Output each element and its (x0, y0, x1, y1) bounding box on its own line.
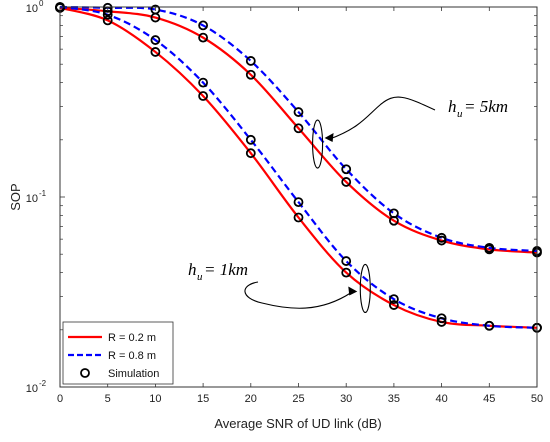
simulation-marker (245, 56, 256, 66)
y-tick-label: 10 (26, 3, 38, 15)
simulation-marker (245, 148, 256, 159)
x-tick-label: 10 (149, 393, 161, 405)
x-tick-label: 40 (435, 393, 447, 405)
y-axis-title: SOP (8, 183, 23, 210)
x-axis-title: Average SNR of UD link (dB) (214, 416, 381, 431)
simulation-marker (293, 123, 304, 134)
y-tick-exponent: 0 (39, 0, 44, 8)
annotation-label-rest: = 1km (204, 260, 248, 279)
series-line-3 (59, 5, 538, 329)
marker-layer (55, 2, 542, 333)
simulation-marker (198, 32, 209, 43)
simulation-marker (436, 317, 447, 327)
y-tick-label: 10 (26, 193, 38, 205)
x-tick-label: 15 (197, 393, 209, 405)
x-tick-label: 5 (105, 393, 111, 405)
simulation-marker (150, 47, 161, 57)
legend: R = 0.2 m R = 0.8 m Simulation (62, 321, 174, 385)
curve-group-ellipse (359, 263, 371, 314)
simulation-marker (198, 77, 209, 88)
simulation-marker (150, 35, 161, 45)
x-tick-label: 45 (483, 393, 495, 405)
simulation-marker (436, 313, 447, 324)
curve-group-ellipse (312, 119, 324, 169)
legend-marker-simulation (80, 368, 90, 378)
annotation-arrowhead (348, 286, 358, 296)
x-tick-label: 50 (531, 393, 543, 405)
x-tick-label: 0 (57, 393, 63, 405)
annotation-label-sub: u (457, 108, 463, 120)
simulation-marker (293, 197, 304, 208)
simulation-marker (388, 300, 399, 310)
annotation-arrow (244, 281, 352, 309)
simulation-marker (388, 208, 399, 219)
legend-label-simulation: Simulation (108, 368, 159, 380)
annotation-label-sub: u (197, 271, 203, 283)
annotation-label-rest: = 5km (464, 97, 508, 116)
x-tick-label: 30 (340, 393, 352, 405)
x-tick-label: 20 (245, 393, 257, 405)
simulation-marker (388, 294, 399, 305)
simulation-marker (198, 20, 209, 31)
legend-label-r02: R = 0.2 m (108, 332, 156, 344)
simulation-marker (293, 212, 304, 223)
simulation-marker (484, 242, 495, 253)
simulation-marker (293, 107, 304, 117)
annotation-arrow (329, 96, 436, 140)
x-tick-label: 25 (292, 393, 304, 405)
annotation-label: h (188, 260, 197, 279)
simulation-marker (245, 134, 256, 145)
simulation-marker (150, 4, 161, 15)
y-tick-exponent: -2 (39, 379, 47, 388)
simulation-marker (102, 2, 113, 13)
simulation-marker (436, 232, 447, 243)
series-layer (59, 5, 538, 329)
annotation-label: h (448, 97, 457, 116)
simulation-marker (484, 320, 495, 331)
series-line-0 (59, 6, 538, 254)
simulation-marker (341, 177, 352, 187)
simulation-marker (198, 91, 209, 101)
x-axis: 0 5 10 15 20 25 30 35 40 45 50 (57, 7, 543, 405)
x-tick-label: 35 (388, 393, 400, 405)
series-line-2 (59, 6, 538, 329)
legend-label-r08: R = 0.8 m (108, 350, 156, 362)
simulation-marker (341, 164, 352, 175)
simulation-marker (341, 267, 352, 278)
simulation-marker (102, 15, 113, 26)
y-tick-label: 10 (26, 383, 38, 395)
series-line-1 (59, 5, 538, 253)
simulation-marker (341, 256, 352, 266)
simulation-marker (245, 69, 256, 80)
y-tick-exponent: -1 (39, 189, 47, 198)
annotation-arrowhead (324, 133, 334, 143)
